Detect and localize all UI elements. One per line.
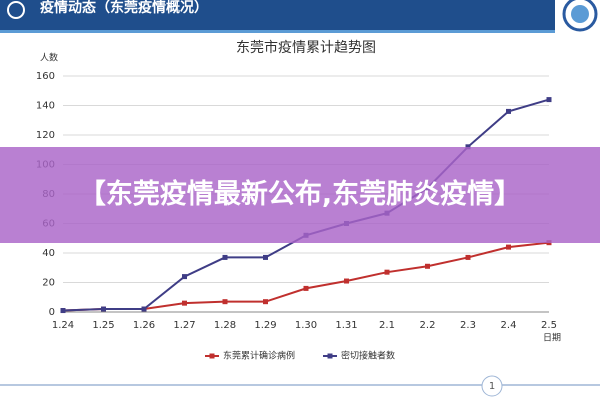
point <box>222 254 228 260</box>
logo-inner <box>571 5 589 23</box>
x-tick-label: 1.30 <box>295 320 317 331</box>
x-axis-label: 日期 <box>543 333 561 344</box>
point <box>546 97 552 103</box>
x-tick-label: 1.27 <box>173 320 195 331</box>
point <box>60 308 66 314</box>
y-tick-label: 40 <box>42 248 55 259</box>
point <box>263 299 268 305</box>
x-tick-label: 2.4 <box>501 320 517 331</box>
x-tick-label: 1.25 <box>92 320 114 331</box>
y-tick-label: 20 <box>42 278 55 289</box>
point <box>344 278 349 284</box>
header-bar <box>0 0 555 30</box>
legend-marker <box>327 353 333 359</box>
x-tick-label: 1.26 <box>133 320 155 331</box>
point <box>506 108 511 114</box>
y-tick-label: 160 <box>36 71 55 82</box>
banner-text: 【东莞疫情最新公布,东莞肺炎疫情】 <box>78 179 522 210</box>
point <box>101 306 106 312</box>
point <box>182 300 187 306</box>
page-indicator[interactable] <box>481 375 503 397</box>
y-axis-label: 人数 <box>40 52 58 64</box>
banner: 【东莞疫情最新公布,东莞肺炎疫情】 <box>0 147 600 243</box>
point <box>384 269 390 275</box>
point <box>182 274 187 280</box>
point <box>222 299 228 305</box>
point <box>263 254 268 260</box>
legend-label: 东莞累计确诊病例 <box>223 350 295 362</box>
y-tick-label: 140 <box>36 101 55 112</box>
y-tick-label: 120 <box>36 130 55 141</box>
x-tick-label: 2.3 <box>460 320 476 331</box>
point <box>141 306 147 312</box>
page-number[interactable]: 1 <box>489 381 495 392</box>
x-tick-label: 1.31 <box>335 320 357 331</box>
chart-title: 东莞市疫情累计趋势图 <box>236 39 376 56</box>
point <box>465 144 471 150</box>
x-tick-label: 1.24 <box>52 320 74 331</box>
point <box>303 285 309 291</box>
x-tick-label: 1.28 <box>214 320 236 331</box>
x-tick-label: 1.29 <box>254 320 276 331</box>
point <box>506 244 511 250</box>
legend-label: 密切接触者数 <box>341 350 395 362</box>
header-rule <box>0 30 555 33</box>
header-icon <box>7 1 25 19</box>
x-tick-label: 2.2 <box>420 320 436 331</box>
point <box>465 254 471 260</box>
point <box>425 263 430 269</box>
y-tick-label: 0 <box>49 307 55 318</box>
x-tick-label: 2.1 <box>379 320 395 331</box>
legend-marker <box>209 353 215 359</box>
header-title: 疫情动态（东莞疫情概况） <box>40 0 208 16</box>
x-tick-label: 2.5 <box>541 320 557 331</box>
